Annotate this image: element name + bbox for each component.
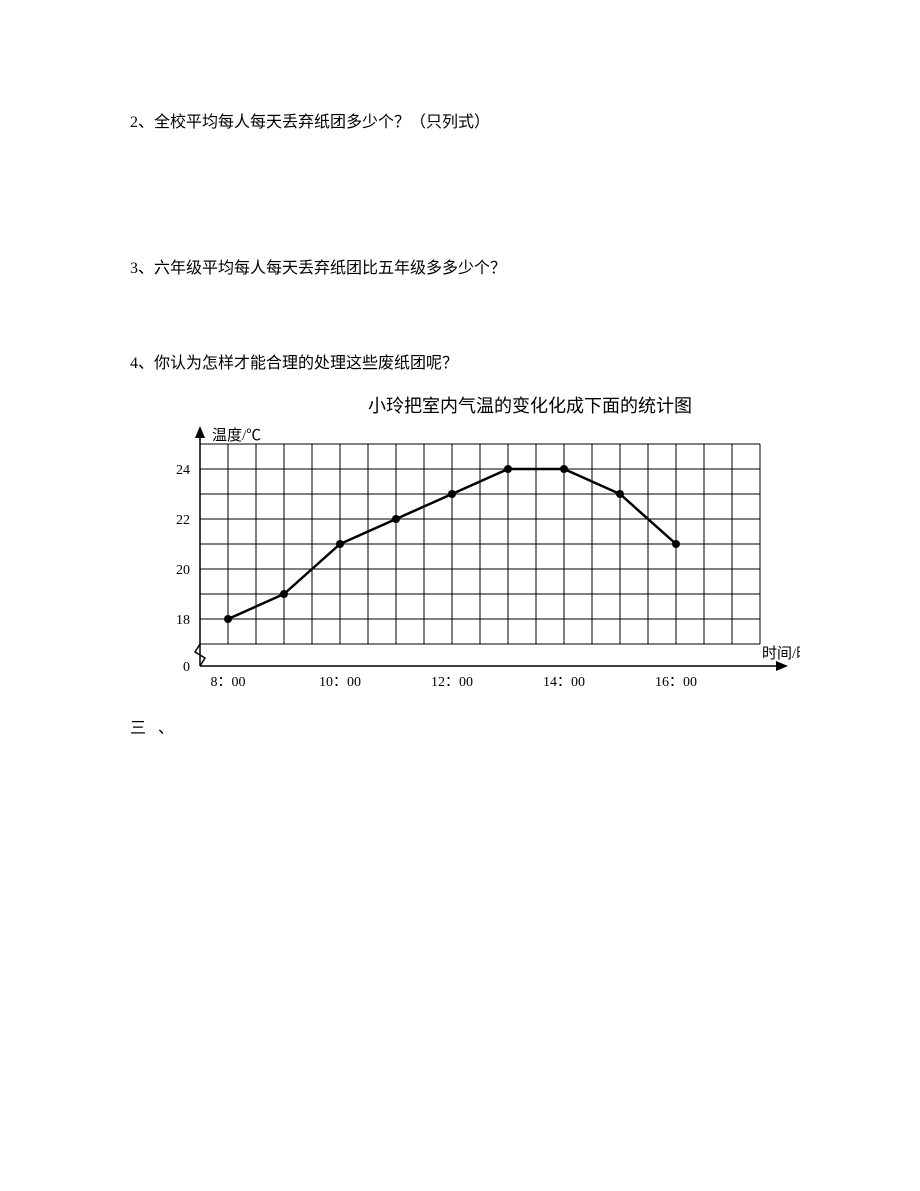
svg-text:10：00: 10：00 [319, 675, 361, 690]
svg-text:时间/时: 时间/时 [762, 645, 800, 662]
svg-text:22: 22 [176, 513, 190, 528]
chart-svg: 0 18 20 22 24 温度/℃ 时间/时 8：00 10：00 12：00 14：00 16：0… [140, 424, 800, 704]
svg-text:8：00: 8：00 [211, 675, 246, 690]
svg-text:24: 24 [176, 463, 190, 478]
svg-text:0: 0 [183, 660, 190, 675]
svg-text:20: 20 [176, 563, 190, 578]
svg-text:14：00: 14：00 [543, 675, 585, 690]
svg-text:18: 18 [176, 613, 190, 628]
svg-text:16：00: 16：00 [655, 675, 697, 690]
svg-text:12：00: 12：00 [431, 675, 473, 690]
question-3: 3、六年级平均每人每天丢弃纸团比五年级多多少个？ [130, 256, 800, 282]
temperature-chart: 小玲把室内气温的变化化成下面的统计图 0 18 20 22 24 温度/℃ 时间/时 8：00… [140, 392, 800, 704]
svg-text:温度/℃: 温度/℃ [212, 427, 261, 444]
section-marker-3: 三 、 [130, 714, 800, 738]
question-2: 2、全校平均每人每天丢弃纸团多少个？（只列式） [130, 110, 800, 136]
question-4: 4、你认为怎样才能合理的处理这些废纸团呢？ [130, 351, 800, 377]
chart-title: 小玲把室内气温的变化化成下面的统计图 [260, 392, 800, 418]
